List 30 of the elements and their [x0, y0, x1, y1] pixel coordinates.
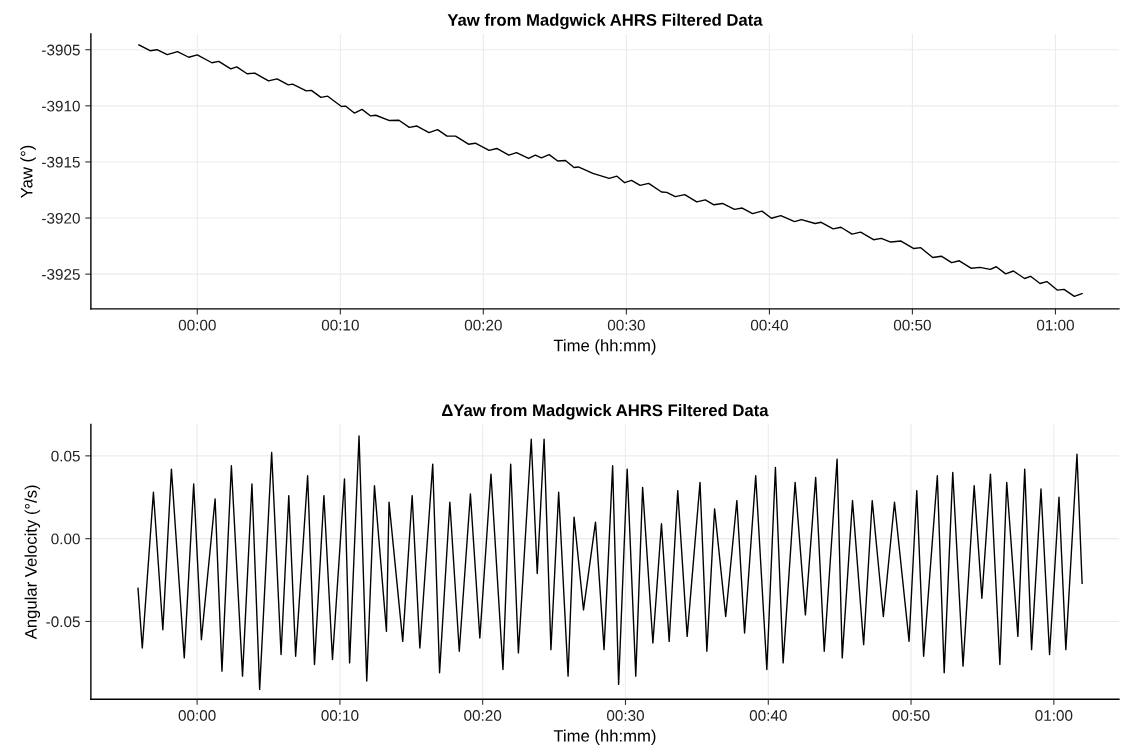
x-tick-label: 00:40 — [749, 710, 787, 721]
y-tick-label: -3905 — [42, 44, 80, 56]
y-tick-label: -3915 — [42, 156, 80, 168]
chart-title: Yaw from Madgwick AHRS Filtered Data — [447, 13, 763, 30]
y-tick-label: -3920 — [42, 212, 80, 224]
line-series — [138, 44, 1083, 298]
y-tick-label: -3925 — [42, 269, 80, 280]
y-axis-title: Yaw (°) — [20, 145, 36, 198]
x-tick-label: 00:20 — [464, 319, 502, 331]
x-tick-label: 00:00 — [178, 319, 216, 331]
x-tick-label: 00:20 — [464, 710, 502, 721]
y-axis-title: Angular Velocity (°/s) — [24, 485, 41, 640]
x-tick-label: 00:50 — [892, 710, 930, 721]
x-axis-title: Time (hh:mm) — [553, 729, 656, 746]
line-series — [137, 435, 1083, 691]
x-tick-label: 00:10 — [321, 710, 359, 721]
x-tick-label: 00:50 — [893, 319, 931, 331]
y-tick-label: -3910 — [42, 100, 80, 112]
x-tick-label: 00:40 — [750, 319, 788, 331]
y-tick-label: 0.05 — [51, 450, 80, 462]
x-axis-title: Time (hh:mm) — [553, 339, 656, 355]
y-tick-label: 0.00 — [51, 533, 80, 545]
x-tick-label: 01:00 — [1035, 710, 1073, 721]
chart-title: ΔYaw from Madgwick AHRS Filtered Data — [442, 403, 769, 420]
x-tick-label: 01:00 — [1036, 319, 1074, 331]
x-tick-label: 00:10 — [321, 319, 359, 331]
x-tick-label: 00:30 — [607, 319, 645, 331]
x-tick-label: 00:30 — [606, 710, 644, 721]
y-tick-label: -0.05 — [46, 616, 80, 628]
x-tick-label: 00:00 — [178, 710, 216, 721]
